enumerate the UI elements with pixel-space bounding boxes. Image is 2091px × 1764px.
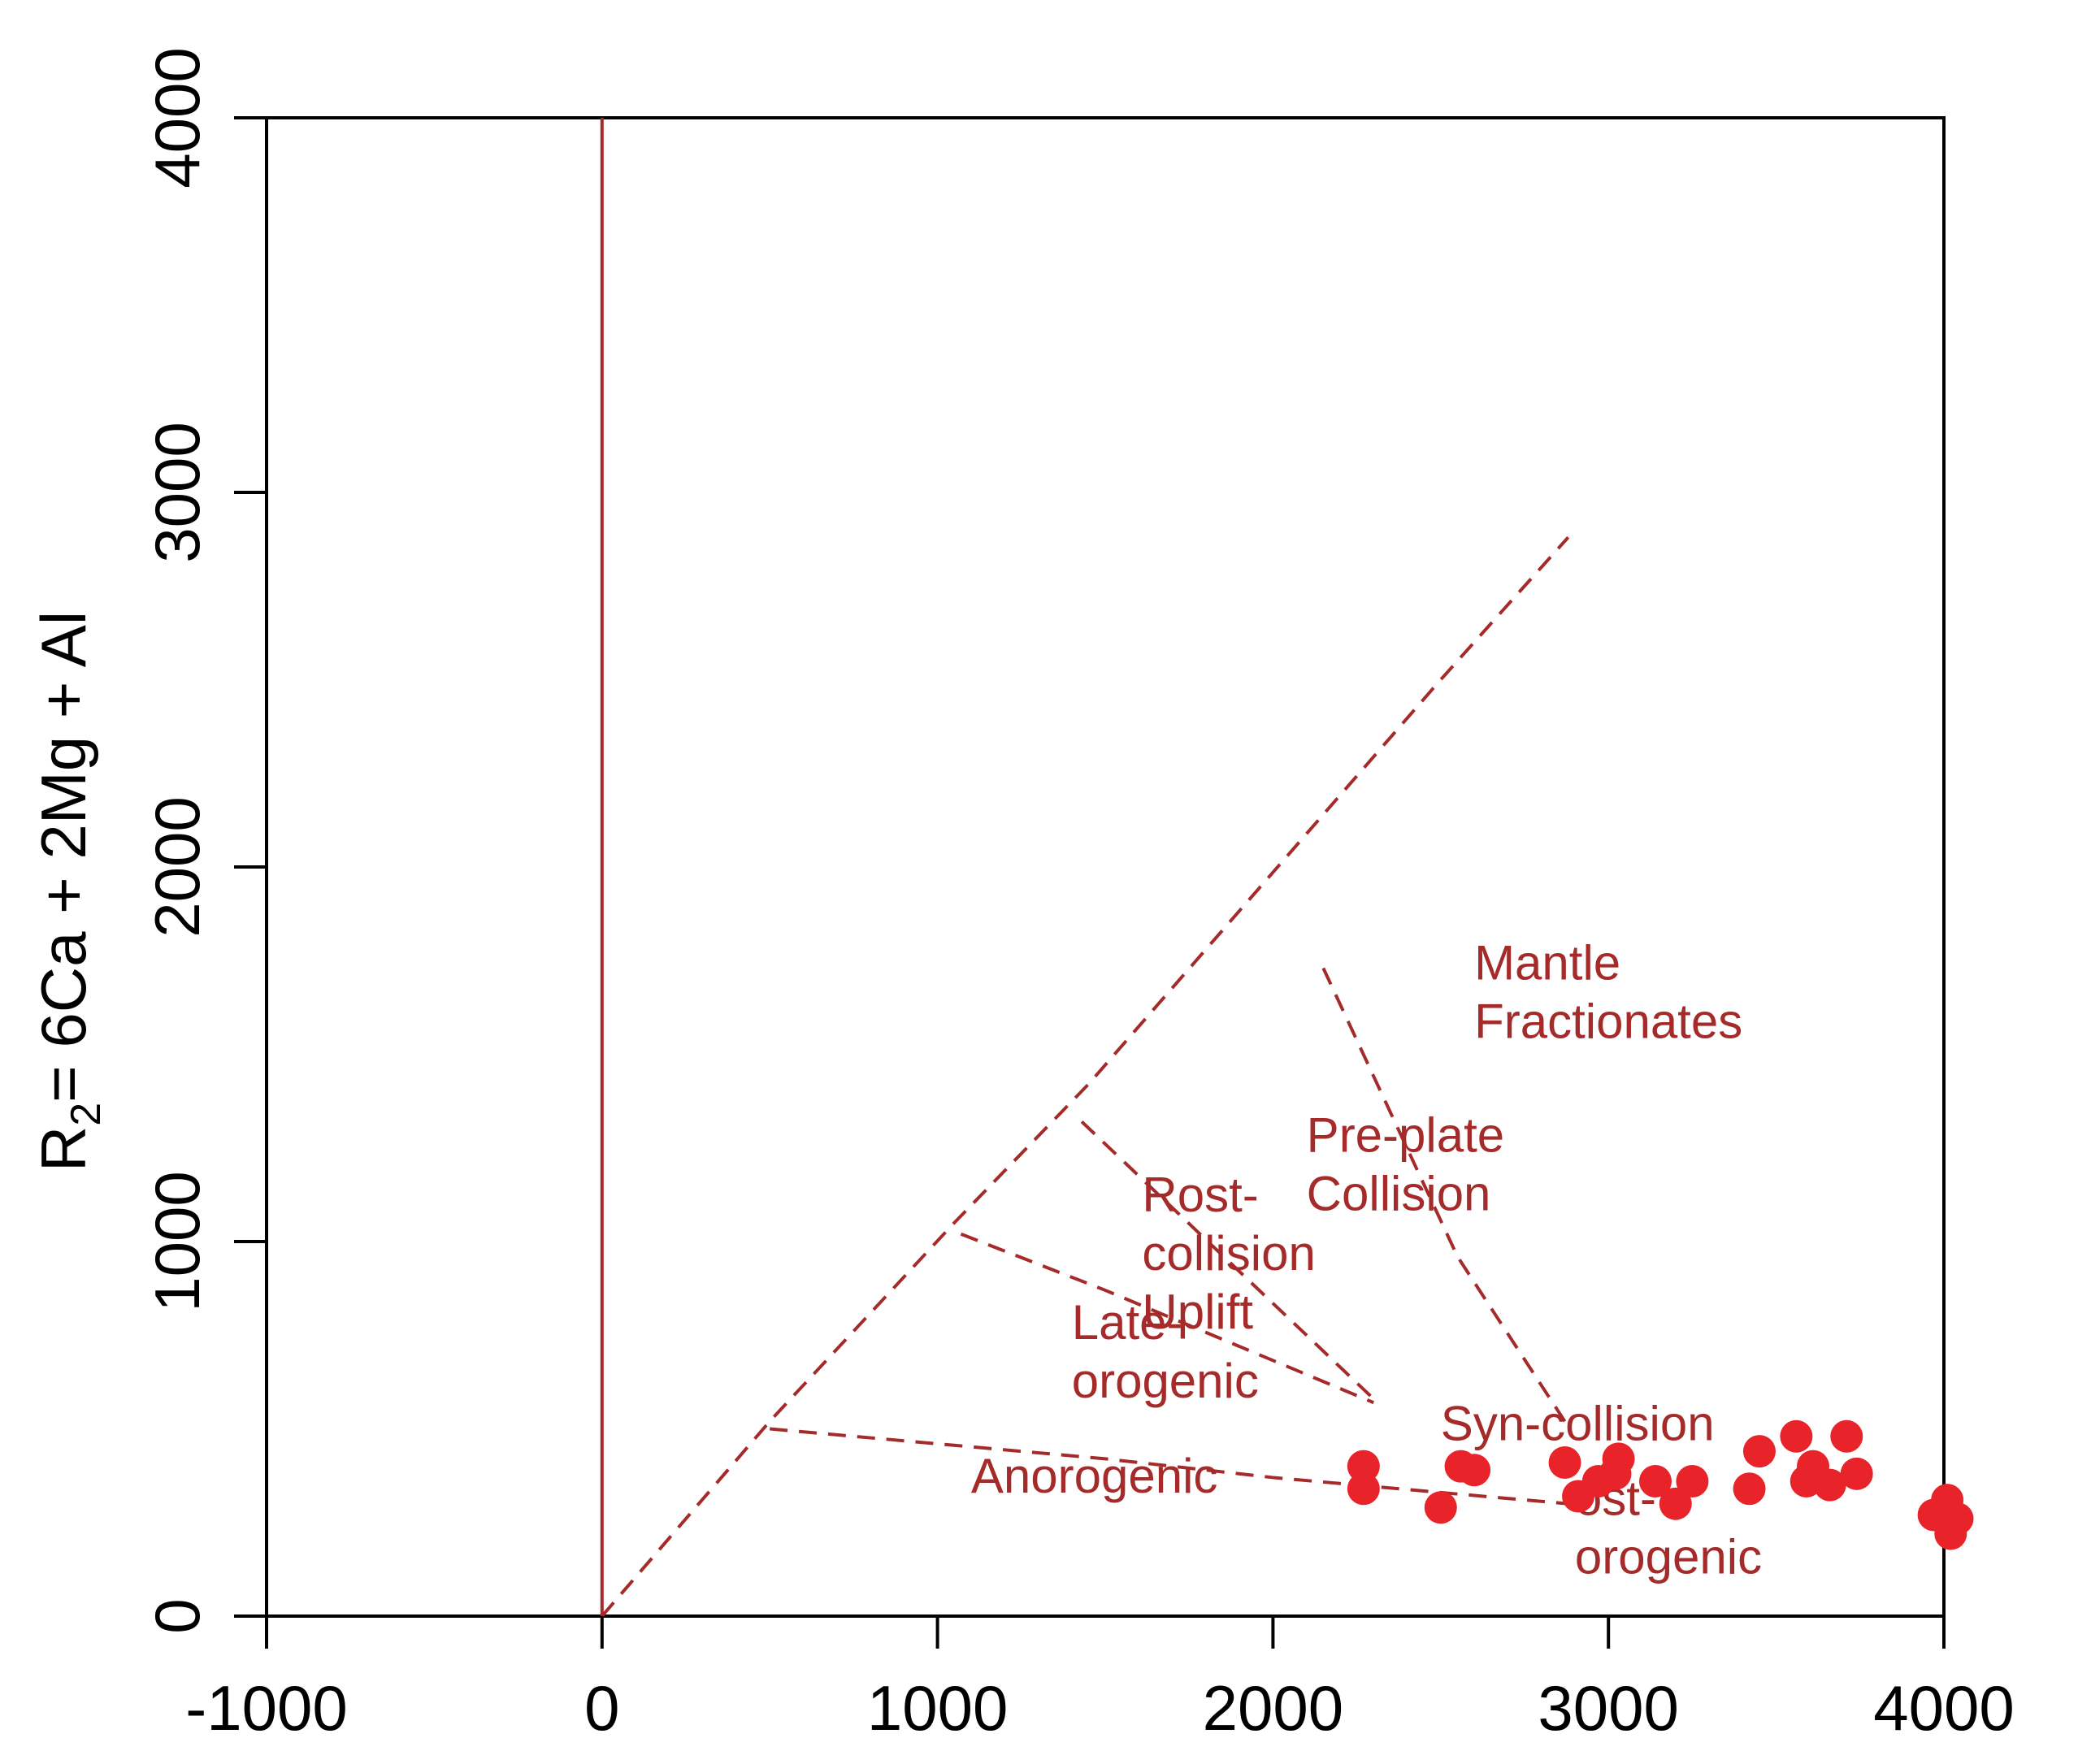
- x-tick-label: 0: [584, 1672, 619, 1744]
- x-tick-label: 1000: [867, 1672, 1009, 1744]
- boundary-line-1: [601, 535, 1570, 1618]
- boundary-line-2: [770, 1427, 1568, 1506]
- region-label-line: Late-: [1072, 1295, 1183, 1350]
- data-point: [1733, 1472, 1766, 1506]
- data-point: [1941, 1502, 1974, 1536]
- region-label-line: Syn-collision: [1441, 1396, 1715, 1450]
- x-tick-label: 4000: [1873, 1672, 2015, 1744]
- x-tick-label: -1000: [185, 1672, 348, 1744]
- data-point: [1830, 1419, 1863, 1453]
- x-tick-label: 2000: [1203, 1672, 1344, 1744]
- y-tick-label: 0: [141, 1598, 213, 1633]
- data-point: [1840, 1457, 1873, 1490]
- data-point: [1347, 1450, 1380, 1483]
- data-point: [1458, 1454, 1491, 1487]
- data-point: [1813, 1468, 1846, 1502]
- discrimination-boundaries: [601, 535, 1570, 1618]
- region-label-line: Anorogenic: [971, 1449, 1218, 1503]
- region-label-6: Syn-collision: [1441, 1396, 1715, 1450]
- region-label-line: orogenic: [1575, 1530, 1762, 1584]
- data-point: [1676, 1465, 1709, 1498]
- x-tick-label: 3000: [1538, 1672, 1679, 1744]
- y-tick-label: 2000: [141, 796, 213, 938]
- data-point: [1659, 1487, 1692, 1520]
- y-tick-label: 4000: [141, 47, 213, 189]
- boundary-line-3: [960, 1232, 1375, 1405]
- region-label-5: Anorogenic: [971, 1449, 1218, 1503]
- boundary-line-5: [1321, 967, 1567, 1423]
- data-point: [1548, 1445, 1581, 1479]
- data-point: [1780, 1419, 1813, 1453]
- region-label-line: Pre-plate: [1307, 1107, 1504, 1162]
- region-label-line: Uplift: [1142, 1285, 1253, 1339]
- region-label-line: Rost-: [1142, 1168, 1258, 1222]
- region-label-3: Rost-collision Uplift: [1142, 1168, 1315, 1339]
- boundary-line-4: [1080, 1120, 1375, 1401]
- region-label-1: Mantle Fractionates: [1474, 935, 1742, 1048]
- region-label-line: orogenic: [1072, 1354, 1259, 1408]
- y-tick-label: 1000: [141, 1171, 213, 1312]
- y-axis-ticks: 0 1000 2000 3000 4000: [141, 47, 267, 1634]
- x-axis-ticks: -1000 0 1000 2000 3000 4000: [185, 1616, 2015, 1744]
- region-label-line: Fractionates: [1474, 994, 1742, 1048]
- data-points: [1347, 1419, 1974, 1550]
- region-label-line: Mantle: [1474, 935, 1620, 990]
- region-label-2: Pre-plate Collision: [1307, 1107, 1504, 1220]
- region-label-line: collision: [1142, 1226, 1315, 1281]
- region-label-line: Collision: [1307, 1166, 1491, 1220]
- region-label-4: Late-orogenic: [1072, 1295, 1259, 1408]
- data-point: [1742, 1435, 1776, 1468]
- data-point: [1638, 1465, 1672, 1498]
- data-point: [1602, 1442, 1635, 1476]
- y-axis-title: R2= 6Ca + 2Mg + Al: [28, 611, 110, 1172]
- y-tick-label: 3000: [141, 422, 213, 563]
- data-point: [1347, 1472, 1380, 1506]
- data-point: [1424, 1491, 1457, 1524]
